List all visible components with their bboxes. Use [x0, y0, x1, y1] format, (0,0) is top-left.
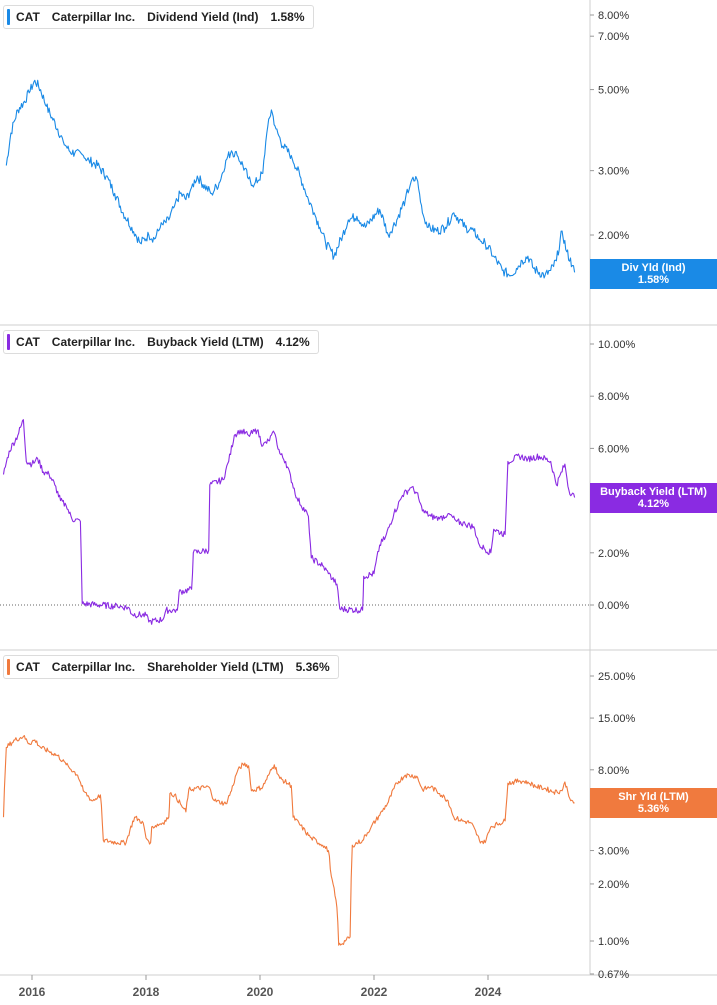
y-tick-label: 10.00%: [598, 339, 636, 351]
value-tag-dividend-yield: Div Yld (Ind) 1.58%: [590, 259, 717, 289]
ticker-label: CAT: [16, 10, 40, 24]
panel-title-shareholder-yield: CAT Caterpillar Inc. Shareholder Yield (…: [3, 655, 339, 679]
value-tag-value: 5.36%: [637, 803, 670, 815]
series-color-marker: [7, 659, 10, 675]
series-line: [2, 735, 575, 946]
ticker-label: CAT: [16, 660, 40, 674]
metric-value: 1.58%: [270, 10, 305, 24]
company-label: Caterpillar Inc.: [51, 10, 136, 24]
x-tick-label: 2022: [361, 985, 388, 999]
y-tick-label: 25.00%: [598, 671, 636, 683]
y-tick-label: 1.00%: [598, 936, 629, 948]
y-tick-label: 3.00%: [598, 166, 629, 178]
y-tick-label: 2.00%: [598, 230, 629, 242]
value-tag-label: Shr Yld (LTM): [618, 791, 689, 803]
metric-value: 4.12%: [275, 335, 310, 349]
panel-2: 25.00% 15.00% 8.00% 3.00% 2.00% 1.00% 0.67%: [2, 671, 636, 981]
panel-0: 8.00% 7.00% 5.00% 3.00% 2.00%: [5, 10, 629, 279]
x-tick-label: 2024: [475, 985, 502, 999]
y-tick-label: 0.00%: [598, 600, 629, 612]
x-tick-label: 2016: [19, 985, 46, 999]
x-tick-label: 2018: [133, 985, 160, 999]
value-tag-value: 1.58%: [637, 274, 670, 286]
series-color-marker: [7, 9, 10, 25]
x-tick-label: 2020: [247, 985, 274, 999]
panel-title-buyback-yield: CAT Caterpillar Inc. Buyback Yield (LTM)…: [3, 330, 319, 354]
value-tag-shareholder-yield: Shr Yld (LTM) 5.36%: [590, 788, 717, 818]
metric-label: Shareholder Yield (LTM): [147, 660, 284, 674]
y-tick-label: 7.00%: [598, 31, 629, 43]
y-tick-label: 15.00%: [598, 713, 636, 725]
y-tick-label: 3.00%: [598, 846, 629, 858]
metric-value: 5.36%: [295, 660, 330, 674]
series-color-marker: [7, 334, 10, 350]
y-tick-label: 5.00%: [598, 85, 629, 97]
metric-label: Buyback Yield (LTM): [147, 335, 264, 349]
series-line: [2, 419, 576, 625]
y-tick-label: 6.00%: [598, 443, 629, 455]
company-label: Caterpillar Inc.: [51, 335, 136, 349]
value-tag-value: 4.12%: [637, 498, 670, 510]
company-label: Caterpillar Inc.: [51, 660, 136, 674]
panel-title-dividend-yield: CAT Caterpillar Inc. Dividend Yield (Ind…: [3, 5, 314, 29]
ticker-label: CAT: [16, 335, 40, 349]
panel-1: 10.00% 8.00% 6.00% 2.00% 0.00%: [0, 339, 636, 625]
y-tick-label: 8.00%: [598, 10, 629, 22]
y-tick-label: 2.00%: [598, 548, 629, 560]
metric-label: Dividend Yield (Ind): [147, 10, 259, 24]
y-tick-label: 0.67%: [598, 969, 629, 981]
value-tag-label: Div Yld (Ind): [621, 262, 686, 274]
y-tick-label: 8.00%: [598, 765, 629, 777]
value-tag-buyback-yield: Buyback Yield (LTM) 4.12%: [590, 483, 717, 513]
y-tick-label: 2.00%: [598, 879, 629, 891]
y-tick-label: 8.00%: [598, 391, 629, 403]
value-tag-label: Buyback Yield (LTM): [600, 486, 707, 498]
series-line: [5, 79, 576, 279]
